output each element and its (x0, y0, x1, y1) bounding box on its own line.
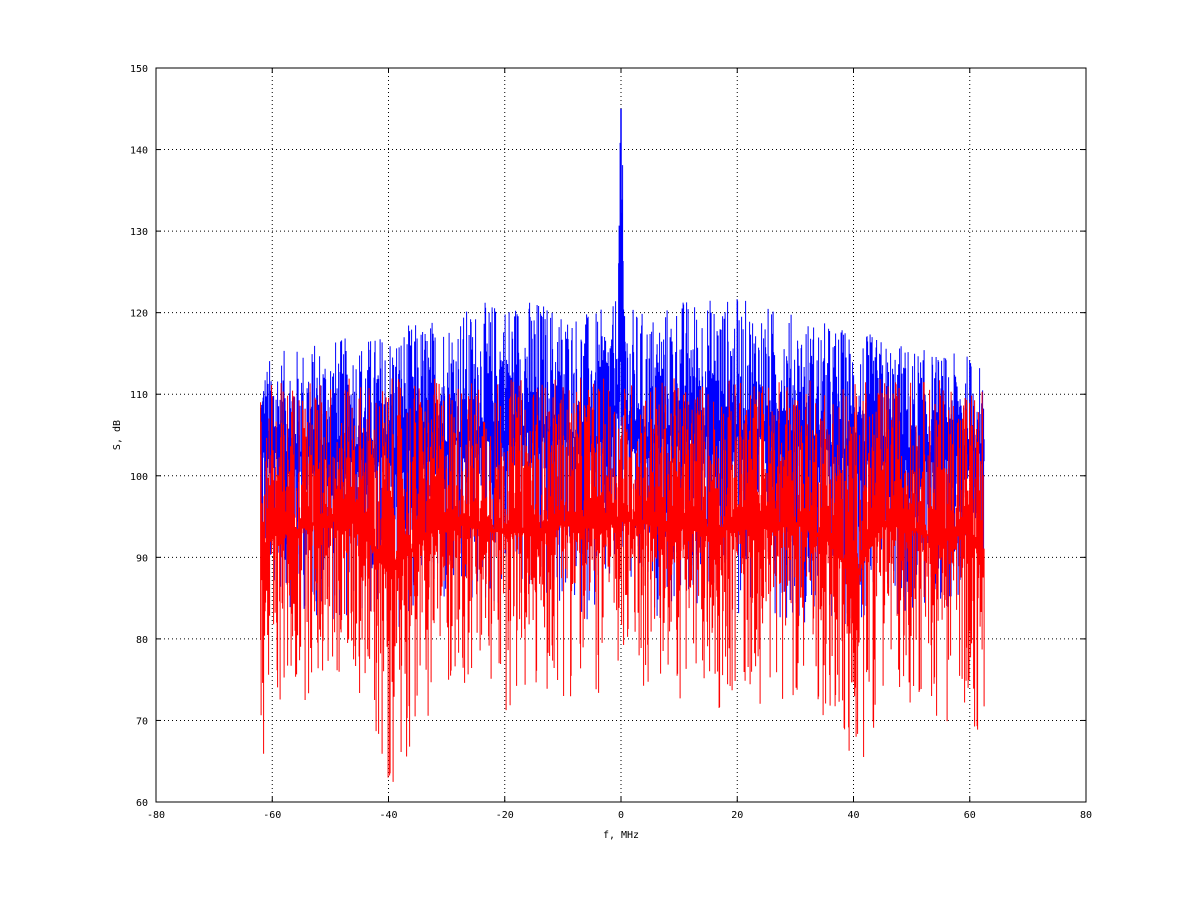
series-red-line (260, 378, 985, 782)
y-tick-labels: 60 70 80 90 100 110 120 130 140 150 (130, 64, 148, 809)
x-axis-label: f, MHz (603, 830, 639, 841)
y-tick-label: 80 (136, 635, 148, 646)
x-tick-label: 0 (618, 810, 624, 821)
x-tick-label: 40 (847, 810, 859, 821)
plot-area (260, 108, 985, 782)
y-tick-label: 60 (136, 798, 148, 809)
x-tick-label: -80 (147, 810, 165, 821)
x-tick-label: 20 (731, 810, 743, 821)
y-tick-label: 120 (130, 309, 148, 320)
y-tick-label: 100 (130, 472, 148, 483)
y-tick-label: 130 (130, 227, 148, 238)
x-tick-label: 60 (964, 810, 976, 821)
x-tick-label: -60 (263, 810, 281, 821)
y-axis-label: S, dB (112, 420, 123, 450)
x-tick-label: 80 (1080, 810, 1092, 821)
y-tick-label: 150 (130, 64, 148, 75)
y-tick-label: 90 (136, 553, 148, 564)
y-tick-label: 110 (130, 390, 148, 401)
x-tick-labels: -80 -60 -40 -20 0 20 40 60 80 (147, 810, 1092, 821)
x-tick-label: -40 (379, 810, 397, 821)
x-tick-label: -20 (496, 810, 514, 821)
y-tick-label: 70 (136, 716, 148, 727)
tick-marks (155, 67, 1087, 803)
y-tick-label: 140 (130, 146, 148, 157)
